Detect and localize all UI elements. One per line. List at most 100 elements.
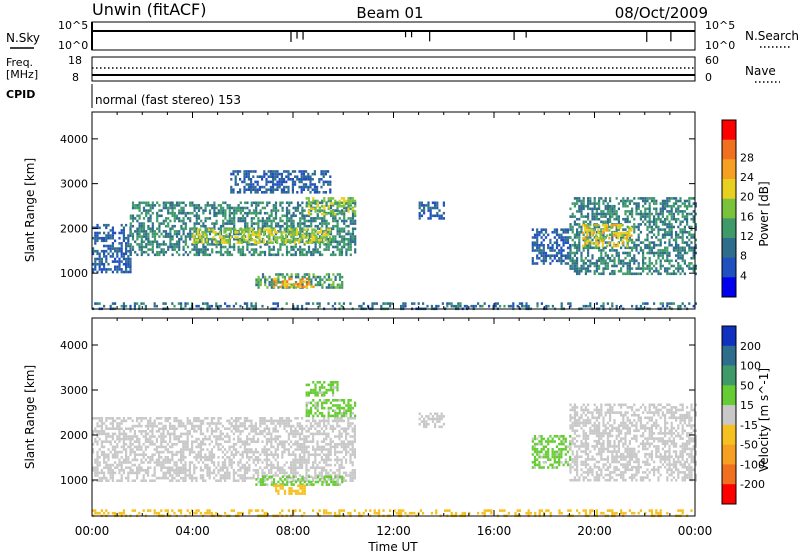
power-cell: [442, 211, 445, 215]
power-cell: [226, 250, 229, 254]
power-cell: [624, 217, 627, 221]
power-cell: [252, 222, 256, 225]
velocity-cell: [193, 471, 196, 475]
velocity-cell: [171, 469, 174, 472]
power-cell: [336, 204, 339, 208]
power-cell: [151, 245, 154, 249]
power-cell: [332, 210, 335, 213]
velocity-cell: [164, 427, 167, 430]
power-cell: [280, 231, 283, 234]
power-cell: [650, 220, 653, 224]
velocity-cell: [100, 432, 103, 436]
power-cell: [180, 237, 183, 241]
power-cell: [164, 219, 168, 223]
power-cell: [354, 219, 357, 223]
power-cell: [600, 251, 603, 255]
power-cell: [300, 188, 303, 191]
power-cell: [275, 277, 278, 281]
velocity-cell: [199, 453, 202, 456]
power-cell: [105, 244, 108, 248]
power-cell: [162, 204, 165, 207]
power-cell: [626, 197, 629, 200]
power-cell: [586, 223, 589, 227]
power-cell: [371, 302, 374, 305]
velocity-cell: [241, 476, 244, 480]
power-cell: [314, 278, 317, 281]
power-cell: [164, 243, 168, 246]
power-cell: [336, 240, 339, 244]
power-cell: [553, 228, 556, 231]
power-cell: [193, 248, 196, 251]
power-cell: [275, 282, 278, 286]
power-cell: [147, 217, 150, 220]
velocity-cell: [250, 430, 253, 433]
power-cell: [100, 270, 103, 274]
power-cell: [305, 232, 308, 236]
power-cell: [611, 233, 614, 237]
power-cell: [138, 230, 141, 233]
power-cell: [100, 249, 103, 253]
power-cell: [586, 239, 589, 243]
power-cell: [122, 252, 125, 256]
velocity-cell: [246, 466, 249, 469]
power-cell: [254, 188, 257, 191]
power-cell: [336, 230, 339, 233]
power-cell: [98, 255, 101, 258]
power-cell: [285, 217, 289, 220]
power-cell: [269, 172, 272, 176]
power-cell: [331, 304, 334, 308]
power-cell: [679, 236, 682, 239]
power-cell: [158, 250, 161, 254]
power-cell: [279, 201, 282, 205]
power-cell: [606, 223, 609, 227]
power-cell: [164, 206, 168, 210]
power-cell: [587, 212, 590, 216]
power-cell: [312, 302, 315, 305]
velocity-cell: [265, 458, 268, 462]
power-cell: [558, 257, 561, 260]
power-cell: [637, 238, 640, 242]
power-cell: [266, 278, 269, 281]
velocity-cell: [96, 466, 99, 469]
power-cell: [347, 217, 350, 220]
power-cell: [666, 197, 669, 200]
power-cell: [349, 222, 352, 225]
power-cell: [301, 285, 304, 289]
power-cell: [657, 228, 660, 231]
power-cell: [578, 230, 581, 234]
velocity-cell: [261, 448, 264, 451]
power-cell: [103, 255, 106, 258]
power-cell: [300, 238, 303, 242]
power-cell: [316, 202, 319, 205]
velocity-cell: [239, 453, 242, 456]
velocity-cell: [241, 479, 244, 482]
power-cell: [338, 230, 341, 233]
power-cell: [214, 241, 217, 244]
power-cell: [321, 201, 324, 205]
power-cell: [499, 304, 502, 308]
velocity-cell: [210, 419, 213, 423]
power-cell: [263, 222, 267, 225]
power-cell: [578, 238, 581, 242]
power-cell: [299, 217, 302, 220]
power-cell: [192, 241, 195, 244]
power-cell: [637, 243, 640, 247]
velocity-cell: [230, 466, 233, 469]
power-cell: [234, 175, 237, 178]
power-cell: [580, 204, 583, 208]
power-cell: [136, 227, 139, 231]
power-cell: [149, 230, 152, 233]
power-cell: [692, 236, 695, 239]
velocity-cell: [171, 445, 174, 449]
velocity-cell: [158, 450, 161, 454]
power-cell: [249, 236, 252, 239]
power-cell: [542, 233, 545, 237]
power-cell: [589, 302, 592, 305]
power-cell: [694, 212, 697, 216]
power-cell: [672, 225, 675, 229]
velocity-cell: [285, 448, 288, 451]
power-cell: [138, 227, 141, 231]
power-cell: [692, 269, 695, 273]
power-cell: [542, 228, 545, 231]
